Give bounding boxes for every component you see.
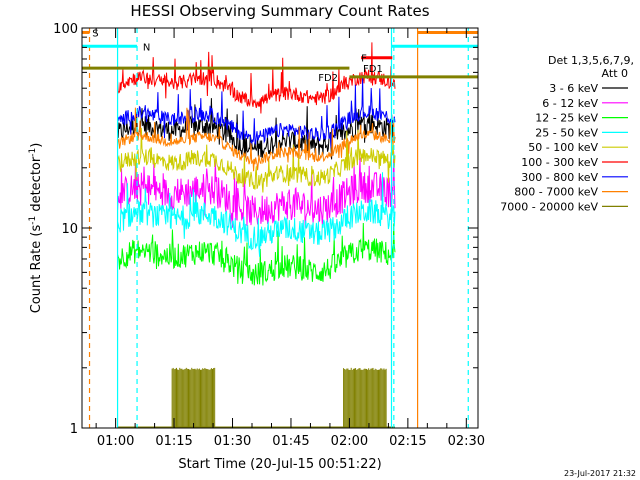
legend-entry-label: 100 - 300 keV xyxy=(521,156,598,169)
trace-7 xyxy=(117,107,396,172)
y-tick-label: 1 xyxy=(70,422,78,437)
legend-header-1: Det 1,3,5,6,7,9, xyxy=(548,54,634,67)
flag-label: F xyxy=(361,54,367,65)
legend-entry-label: 7000 - 20000 keV xyxy=(500,200,598,213)
legend-entry-label: 300 - 800 keV xyxy=(521,171,598,184)
footer-date: 23-Jul-2017 21:32 xyxy=(564,469,636,478)
trace-5 xyxy=(117,42,396,114)
y-tick-label: 10 xyxy=(61,222,78,237)
x-tick-label: 01:15 xyxy=(155,434,192,449)
x-tick-label: 01:00 xyxy=(97,434,134,449)
x-tick-label: 01:45 xyxy=(272,434,309,449)
legend-entry-label: 6 - 12 keV xyxy=(542,97,598,110)
legend-entry-label: 800 - 7000 keV xyxy=(514,186,598,199)
chart-title: HESSI Observing Summary Count Rates xyxy=(130,2,429,20)
flag-label: N xyxy=(143,42,150,53)
legend-entry-label: 12 - 25 keV xyxy=(535,112,598,125)
x-tick-label: 01:30 xyxy=(214,434,251,449)
rate-traces xyxy=(117,42,396,428)
legend-header-2: Att 0 xyxy=(602,67,628,80)
trace-0 xyxy=(117,98,396,160)
trace-2 xyxy=(117,222,396,286)
legend-entry-label: 50 - 100 keV xyxy=(528,141,598,154)
trace-6 xyxy=(117,77,396,148)
trace-3 xyxy=(117,172,396,257)
x-axis-label: Start Time (20-Jul-15 00:51:22) xyxy=(178,457,381,472)
trace-8 xyxy=(117,367,396,428)
y-axis-label: Count Rate (s-1 detector-1) xyxy=(28,143,44,314)
x-tick-label: 02:00 xyxy=(331,434,368,449)
flag-label: FD2 xyxy=(318,73,338,84)
axes: 1 10 100 01:00 01:15 01:30 01:45 02:00 02:15 02:3… xyxy=(53,22,485,449)
trace-1 xyxy=(117,151,396,229)
x-tick-label: 02:15 xyxy=(389,434,426,449)
legend-entry-label: 3 - 6 keV xyxy=(549,82,598,95)
x-tick-label: 02:30 xyxy=(448,434,485,449)
y-tick-label: 100 xyxy=(53,22,78,37)
flag-label: FD1 xyxy=(363,64,383,75)
trace-4 xyxy=(117,127,396,193)
legend-entry-label: 25 - 50 keV xyxy=(535,126,598,139)
flag-label: S xyxy=(92,28,98,39)
legend: Det 1,3,5,6,7,9, Att 0 3 - 6 keV 6 - 12 k… xyxy=(500,54,634,213)
